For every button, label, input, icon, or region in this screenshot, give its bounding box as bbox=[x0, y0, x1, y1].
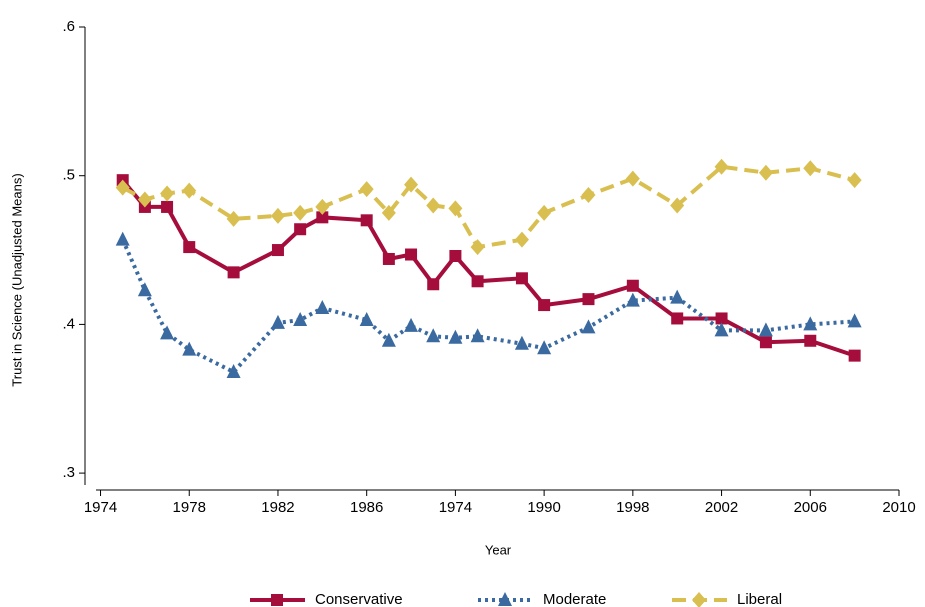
legend-marker bbox=[271, 594, 283, 606]
marker bbox=[670, 197, 685, 214]
x-tick-label: 1982 bbox=[261, 499, 294, 516]
marker bbox=[581, 187, 596, 204]
marker bbox=[271, 244, 284, 257]
y-tick-label: .6 bbox=[62, 18, 75, 35]
marker bbox=[538, 299, 551, 312]
marker bbox=[470, 328, 485, 343]
marker bbox=[514, 335, 529, 350]
marker bbox=[226, 210, 241, 227]
marker bbox=[848, 349, 861, 362]
x-tick-label: 1998 bbox=[616, 499, 649, 516]
x-tick-label: 2002 bbox=[705, 499, 738, 516]
marker bbox=[626, 279, 639, 292]
marker bbox=[803, 160, 818, 177]
marker bbox=[759, 336, 772, 349]
marker bbox=[294, 223, 307, 236]
marker bbox=[226, 363, 241, 378]
marker bbox=[404, 176, 419, 193]
marker bbox=[381, 204, 396, 221]
marker bbox=[804, 334, 817, 347]
marker bbox=[426, 197, 441, 214]
x-tick-label: 2010 bbox=[882, 499, 915, 516]
marker bbox=[404, 317, 419, 332]
x-tick-label: 1974 bbox=[84, 499, 117, 516]
marker bbox=[537, 340, 552, 355]
legend-label: Conservative bbox=[315, 591, 403, 607]
marker bbox=[293, 311, 308, 326]
marker bbox=[381, 332, 396, 347]
x-axis-label: Year bbox=[485, 542, 512, 557]
marker bbox=[625, 292, 640, 307]
marker bbox=[115, 179, 130, 196]
marker bbox=[625, 170, 640, 187]
marker bbox=[670, 289, 685, 304]
marker bbox=[161, 200, 174, 213]
marker bbox=[715, 312, 728, 325]
series-line bbox=[120, 238, 855, 375]
marker bbox=[448, 200, 463, 217]
marker bbox=[449, 250, 462, 262]
marker bbox=[427, 278, 440, 291]
marker bbox=[115, 231, 130, 246]
marker bbox=[270, 314, 285, 329]
marker bbox=[847, 172, 862, 189]
y-tick-label: .4 bbox=[62, 315, 75, 332]
marker bbox=[182, 341, 197, 356]
x-tick-label: 1986 bbox=[350, 499, 383, 516]
marker bbox=[758, 322, 773, 337]
marker bbox=[671, 312, 684, 325]
marker bbox=[160, 325, 175, 340]
marker bbox=[316, 211, 329, 224]
legend-marker bbox=[692, 592, 706, 607]
marker bbox=[847, 313, 862, 328]
marker bbox=[471, 275, 484, 288]
legend-label: Moderate bbox=[543, 591, 606, 607]
marker bbox=[515, 272, 528, 285]
marker bbox=[382, 252, 395, 265]
x-tick-label: 2006 bbox=[794, 499, 827, 516]
y-axis-label: Trust in Science (Unadjusted Means) bbox=[9, 173, 24, 386]
marker bbox=[582, 293, 595, 306]
legend-marker bbox=[498, 592, 512, 606]
marker bbox=[714, 322, 729, 337]
series-line bbox=[121, 164, 856, 250]
marker bbox=[182, 182, 197, 199]
marker bbox=[293, 204, 308, 221]
y-tick-label: .5 bbox=[62, 167, 75, 184]
marker bbox=[405, 248, 418, 261]
y-tick-label: .3 bbox=[62, 464, 75, 481]
marker bbox=[537, 204, 552, 221]
marker bbox=[227, 266, 240, 279]
x-tick-label: 1990 bbox=[527, 499, 560, 516]
x-tick-label: 1974 bbox=[439, 499, 472, 516]
legend-label: Liberal bbox=[737, 591, 782, 607]
marker bbox=[426, 328, 441, 343]
marker bbox=[714, 158, 729, 175]
marker bbox=[360, 214, 373, 227]
marker bbox=[359, 181, 374, 198]
marker bbox=[470, 239, 485, 256]
marker bbox=[758, 164, 773, 181]
marker bbox=[803, 316, 818, 331]
marker bbox=[448, 329, 463, 344]
x-tick-label: 1978 bbox=[173, 499, 206, 516]
marker bbox=[183, 241, 196, 254]
marker bbox=[137, 191, 152, 208]
marker bbox=[315, 300, 330, 315]
marker bbox=[315, 198, 330, 215]
marker bbox=[514, 231, 529, 248]
marker bbox=[270, 207, 285, 224]
marker bbox=[581, 319, 596, 334]
marker bbox=[160, 185, 175, 202]
marker bbox=[359, 311, 374, 326]
marker bbox=[137, 282, 152, 297]
